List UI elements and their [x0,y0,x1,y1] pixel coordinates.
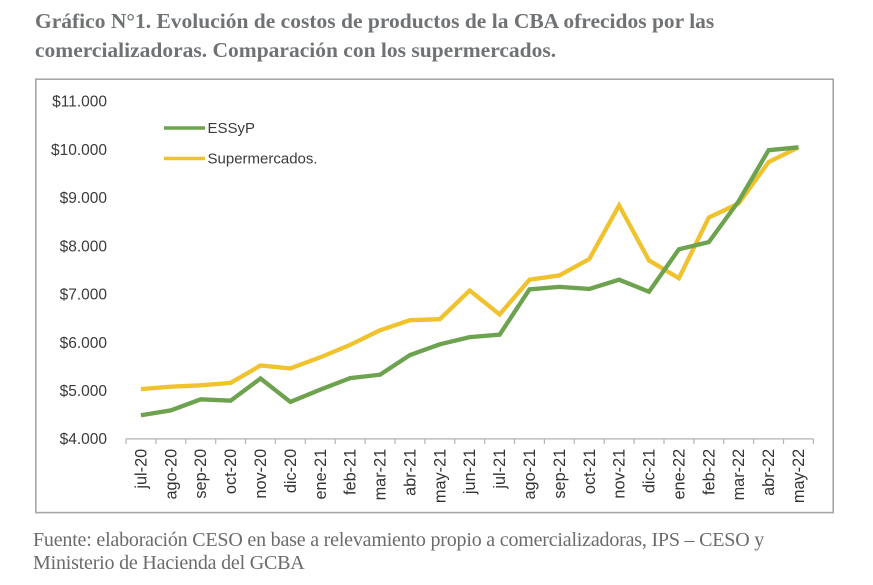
svg-text:$11.000: $11.000 [52,94,107,111]
svg-text:$7.000: $7.000 [60,287,108,304]
svg-text:feb-22: feb-22 [700,449,718,495]
svg-text:jun-21: jun-21 [461,449,479,495]
svg-text:ene-22: ene-22 [670,449,688,500]
svg-text:mar-22: mar-22 [730,449,748,501]
svg-text:$5.000: $5.000 [60,383,108,400]
svg-text:ago-21: ago-21 [521,449,539,500]
svg-text:Supermercados.: Supermercados. [208,151,318,168]
svg-text:abr-22: abr-22 [760,449,778,496]
svg-text:may-22: may-22 [790,449,808,503]
svg-text:$8.000: $8.000 [60,238,108,255]
svg-text:$4.000: $4.000 [60,431,108,448]
svg-text:may-21: may-21 [431,449,449,503]
svg-text:ESSyP: ESSyP [208,120,256,137]
svg-text:dic-21: dic-21 [641,449,659,493]
svg-text:nov-21: nov-21 [611,449,629,499]
svg-text:ago-20: ago-20 [162,449,180,500]
svg-text:ene-21: ene-21 [312,449,330,500]
svg-text:abr-21: abr-21 [401,449,419,496]
svg-text:feb-21: feb-21 [342,449,360,495]
svg-text:mar-21: mar-21 [372,449,390,501]
svg-text:jul-20: jul-20 [132,449,150,490]
svg-text:jul-21: jul-21 [491,449,509,490]
svg-text:sep-20: sep-20 [192,449,210,499]
svg-text:oct-21: oct-21 [581,449,599,494]
svg-text:$6.000: $6.000 [60,335,108,352]
svg-text:oct-20: oct-20 [222,449,240,494]
svg-text:$9.000: $9.000 [60,190,108,207]
svg-text:dic-20: dic-20 [282,449,300,493]
svg-text:nov-20: nov-20 [252,449,270,499]
svg-text:$10.000: $10.000 [51,142,107,159]
svg-text:sep-21: sep-21 [551,449,569,499]
